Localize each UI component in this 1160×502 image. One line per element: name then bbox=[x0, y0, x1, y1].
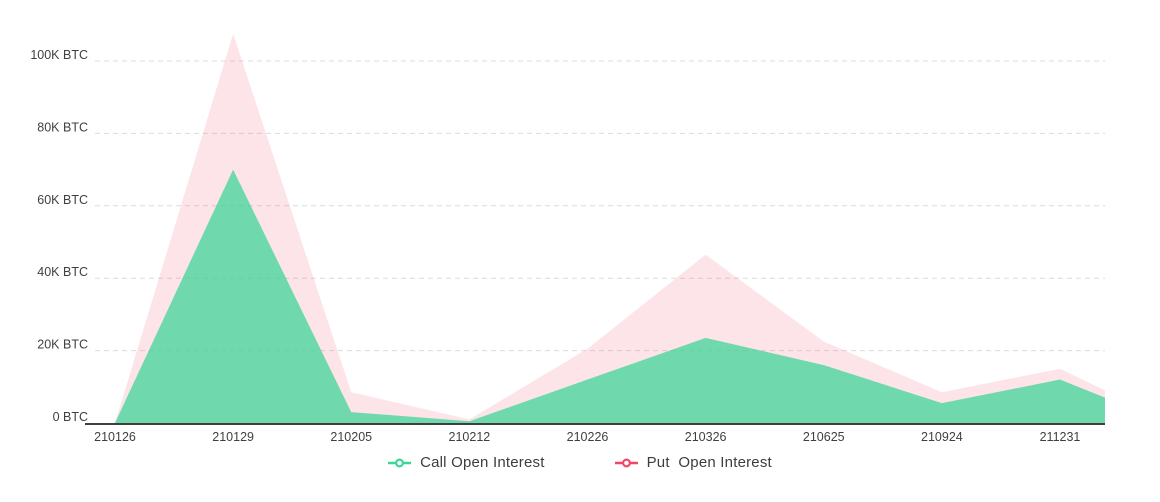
svg-text:210226: 210226 bbox=[567, 430, 609, 444]
legend-label-call: Call Open Interest bbox=[420, 454, 545, 471]
svg-text:100K BTC: 100K BTC bbox=[30, 48, 88, 62]
chart-plot-area[interactable]: 0 BTC 20K BTC 40K BTC 60K BTC 80K BTC 100K BT… bbox=[0, 0, 1160, 450]
svg-text:211231: 211231 bbox=[1040, 430, 1081, 444]
svg-text:210924: 210924 bbox=[921, 430, 963, 444]
svg-text:40K BTC: 40K BTC bbox=[37, 265, 88, 279]
legend-label-put: Put Open Interest bbox=[646, 454, 772, 471]
call-series-line-marker-icon bbox=[388, 457, 412, 468]
put-series-line-marker-icon bbox=[614, 457, 638, 468]
svg-text:210126: 210126 bbox=[94, 430, 136, 444]
legend-item-call[interactable]: Call Open Interest bbox=[388, 454, 545, 471]
svg-text:20K BTC: 20K BTC bbox=[37, 338, 88, 352]
svg-text:210212: 210212 bbox=[449, 430, 491, 444]
svg-text:210326: 210326 bbox=[685, 430, 727, 444]
svg-text:60K BTC: 60K BTC bbox=[37, 193, 88, 207]
legend-item-put[interactable]: Put Open Interest bbox=[614, 454, 772, 471]
svg-text:210129: 210129 bbox=[212, 430, 254, 444]
svg-text:210205: 210205 bbox=[330, 430, 372, 444]
chart-legend: Call Open Interest Put Open Interest bbox=[0, 454, 1160, 471]
svg-text:0 BTC: 0 BTC bbox=[53, 410, 88, 424]
svg-text:210625: 210625 bbox=[803, 430, 845, 444]
svg-text:80K BTC: 80K BTC bbox=[37, 120, 88, 134]
